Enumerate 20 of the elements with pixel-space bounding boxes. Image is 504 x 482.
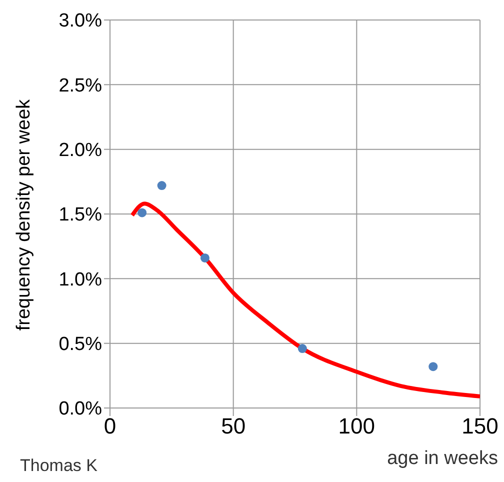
point [200,253,210,262]
y-tick-label: 2.0% [58,140,102,162]
x-tick-label: 150 [462,414,498,439]
y-axis-title: frequency density per week [14,99,36,331]
x-axis-title: age in weeks [387,448,498,470]
y-tick-label: 3.0% [58,10,102,32]
y-tick-label: 1.0% [58,269,102,290]
point [157,181,166,190]
y-tick-label: 0.5% [58,334,102,356]
point [138,208,147,218]
x-tick-label: 100 [338,414,376,439]
x-tick-label: 50 [221,414,246,439]
y-tick-label: 2.5% [58,75,102,96]
x-tick-label: 0 [104,414,116,439]
y-tick-label: 1.5% [58,204,102,226]
y-tick-label: 0.0% [58,398,102,420]
text: Thomas K [20,456,98,476]
point [428,362,438,372]
point [298,344,307,354]
line-series [130,202,480,398]
